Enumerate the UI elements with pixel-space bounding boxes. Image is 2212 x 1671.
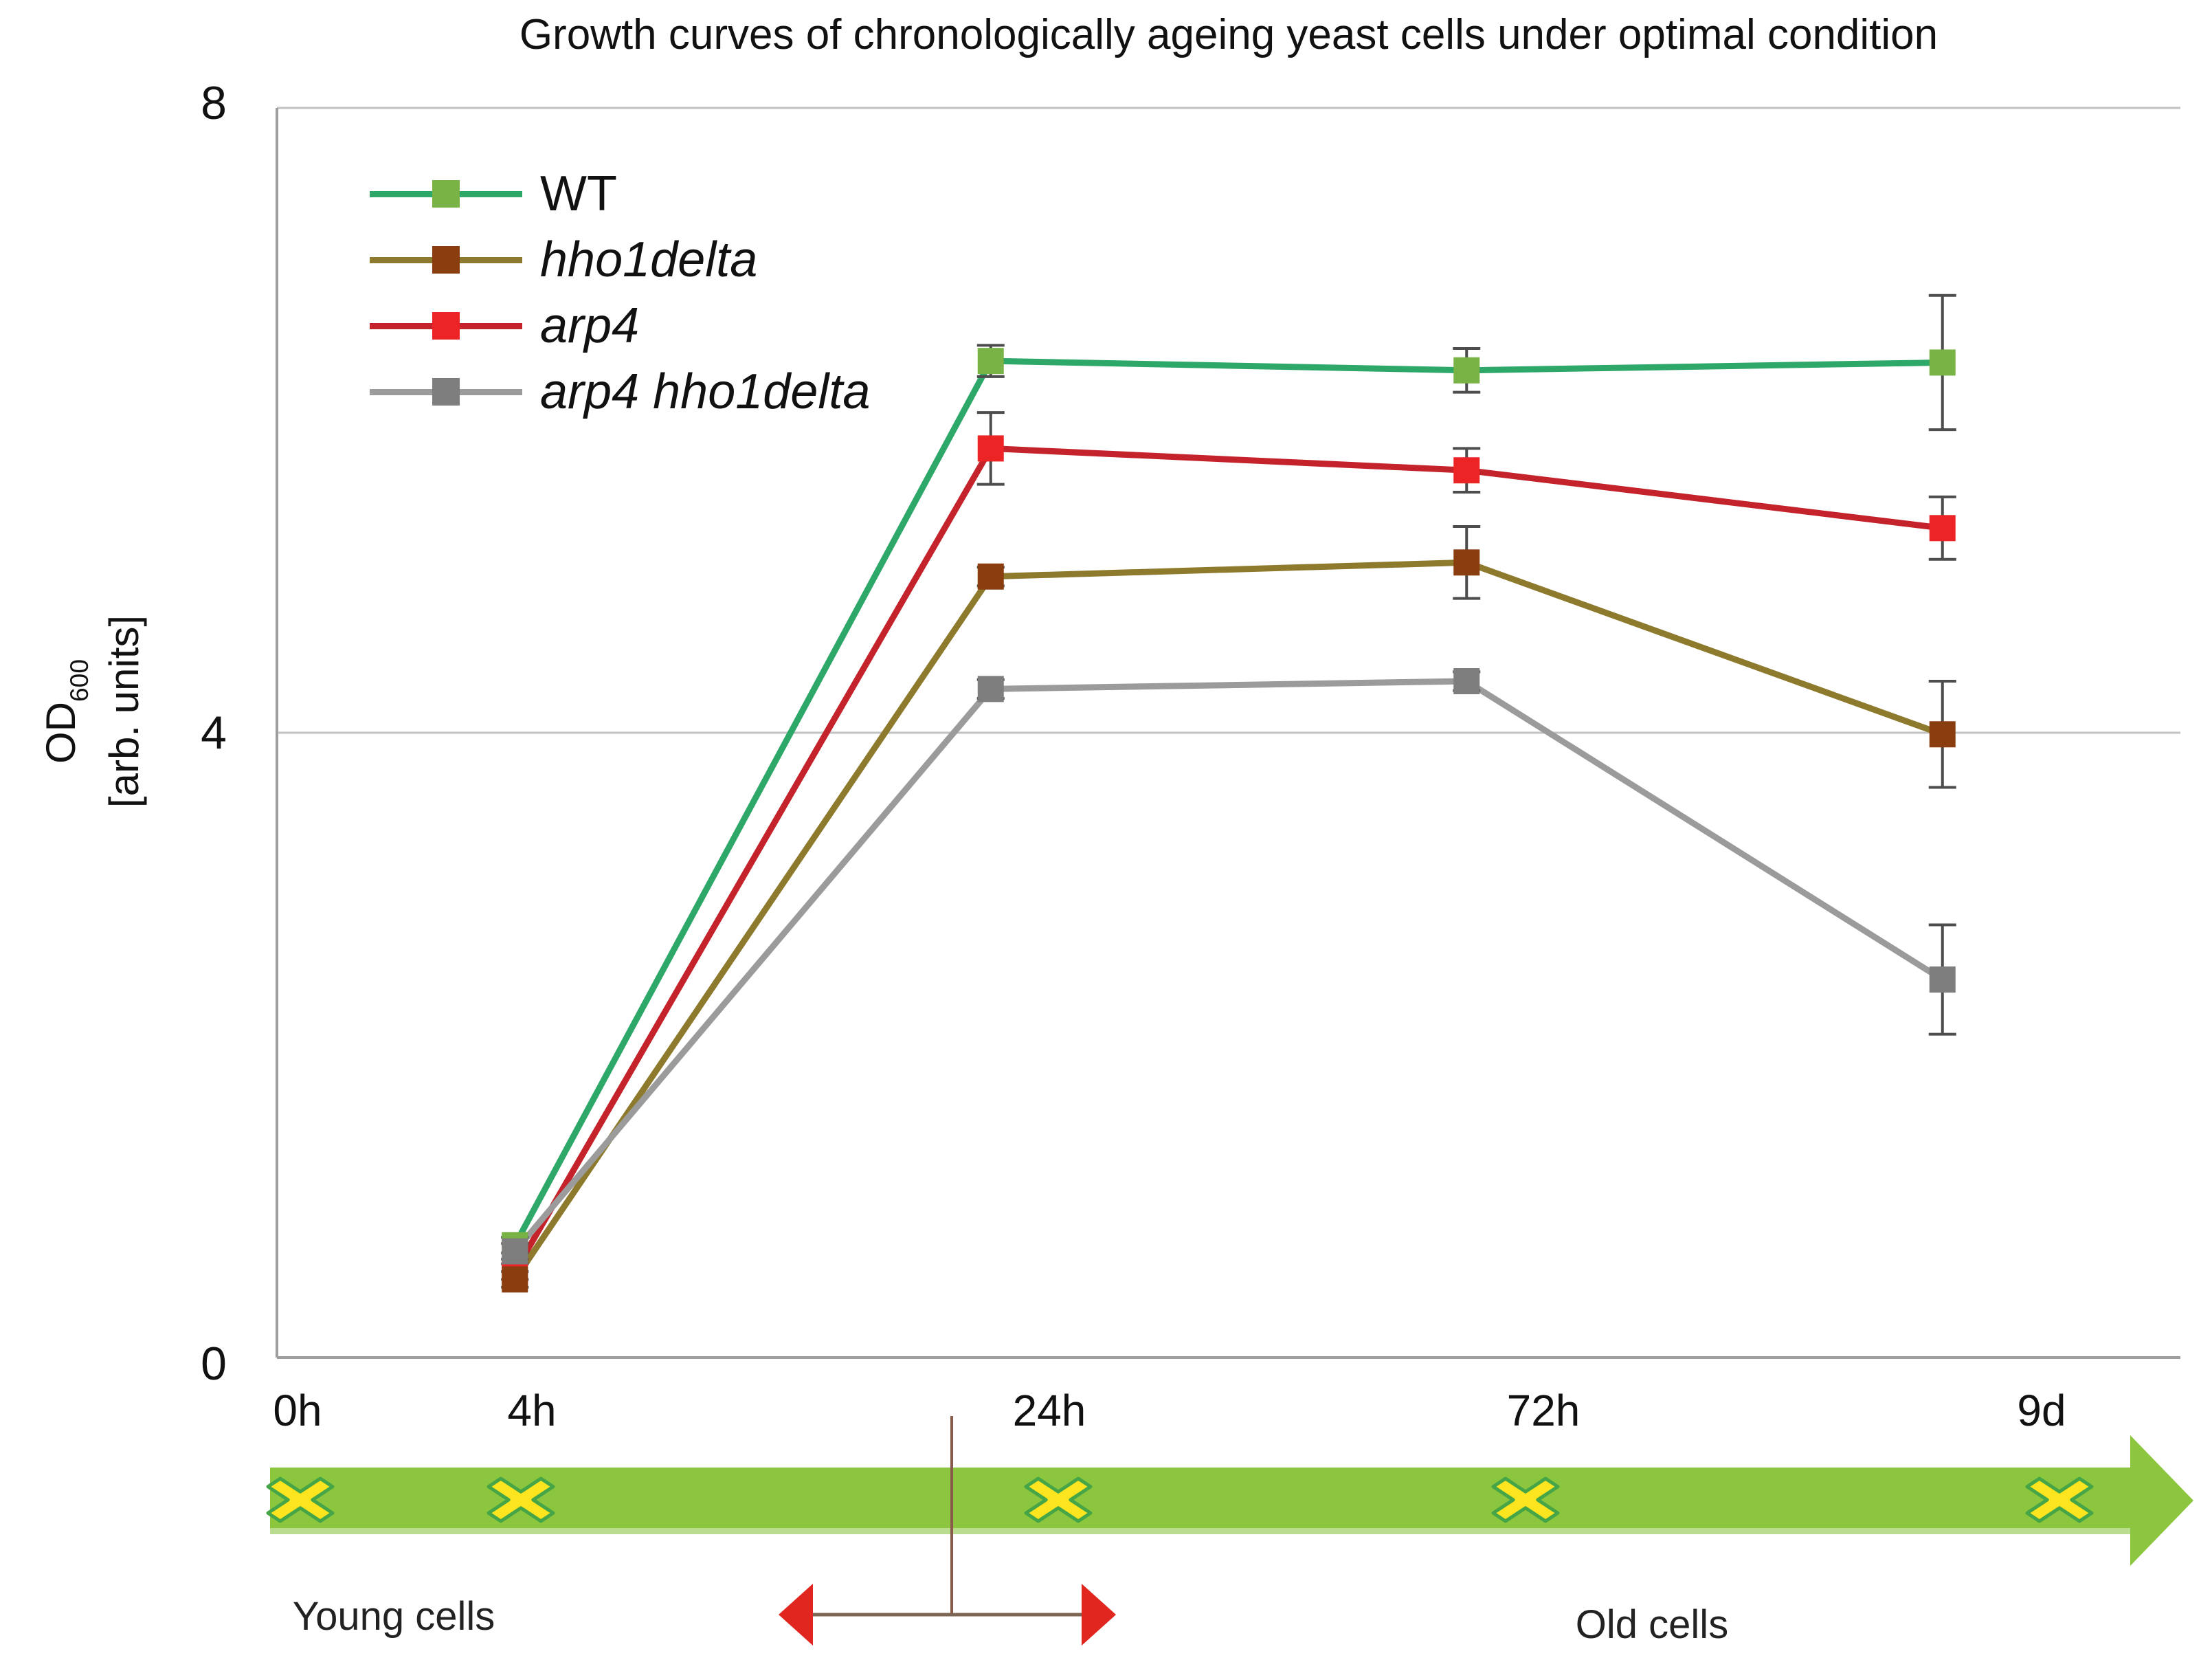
x-label-4h: 4h (507, 1386, 557, 1435)
legend-item-wt: WT (370, 161, 870, 227)
series-line-arp4 hho1delta (511, 678, 1946, 1254)
legend-item-hho1delta: hho1delta (370, 227, 870, 293)
legend-marker-swatch (432, 378, 460, 406)
legend-label: arp4 hho1delta (540, 364, 871, 419)
marker-WT-9d (1929, 349, 1956, 376)
x-sampling-mark-0h (266, 1476, 335, 1523)
legend-marker-swatch (432, 312, 460, 340)
legend-label: hho1delta (540, 232, 758, 287)
y-tick-4: 4 (201, 707, 227, 759)
series-line-WT (511, 357, 1946, 1248)
legend-marker-swatch (432, 246, 460, 274)
marker-hho1delta-72h (1453, 549, 1480, 576)
marker-arp4-24h (977, 435, 1004, 462)
red-arrow-head-left (779, 1584, 813, 1646)
series-line-arp4 (511, 445, 1946, 1275)
x-label-24h: 24h (1012, 1386, 1086, 1435)
young-cells-label: Young cells (292, 1594, 495, 1639)
marker-WT-72h (1453, 357, 1480, 384)
timeline-arrowhead (2130, 1435, 2193, 1566)
x-sampling-mark-72h (1491, 1476, 1560, 1523)
y-tick-0: 0 (201, 1338, 227, 1390)
x-sampling-mark-4h (487, 1476, 555, 1523)
marker-arp4 hho1delta-9d (1929, 966, 1956, 993)
x-sampling-mark-24h (1024, 1476, 1093, 1523)
legend-line-swatch (370, 312, 522, 340)
marker-hho1delta-24h (977, 563, 1004, 590)
x-label-0h: 0h (273, 1386, 322, 1435)
chart-title: Growth curves of chronologically ageing … (519, 11, 1939, 58)
x-label-72h: 72h (1506, 1386, 1580, 1435)
red-arrow-head-right (1082, 1584, 1116, 1646)
marker-hho1delta-9d (1929, 721, 1956, 748)
marker-arp4 hho1delta-72h (1453, 668, 1480, 695)
legend-line-swatch (370, 180, 522, 208)
legend-line-swatch (370, 246, 522, 274)
x-label-9d: 9d (2017, 1386, 2066, 1435)
legend-item-arp4-hho1delta: arp4 hho1delta (370, 359, 870, 425)
legend-item-arp4: arp4 (370, 293, 870, 359)
y-tick-8: 8 (201, 77, 227, 129)
marker-arp4-9d (1929, 515, 1956, 542)
legend: WT hho1delta arp4 arp4 hho1delta (370, 161, 870, 425)
old-cells-label: Old cells (1575, 1602, 1729, 1647)
marker-arp4 hho1delta-4h (502, 1238, 528, 1265)
marker-arp4 hho1delta-24h (977, 676, 1004, 702)
series-line-hho1delta (511, 559, 1946, 1283)
marker-hho1delta-4h (502, 1266, 528, 1293)
timeline-bar-highlight (270, 1528, 2130, 1534)
legend-line-swatch (370, 378, 522, 406)
marker-arp4-72h (1453, 457, 1480, 484)
timeline-bar (270, 1468, 2130, 1528)
legend-label: arp4 (540, 298, 640, 353)
x-sampling-mark-9d (2025, 1476, 2094, 1523)
legend-marker-swatch (432, 180, 460, 208)
marker-WT-24h (977, 348, 1004, 375)
legend-label: WT (540, 166, 617, 221)
